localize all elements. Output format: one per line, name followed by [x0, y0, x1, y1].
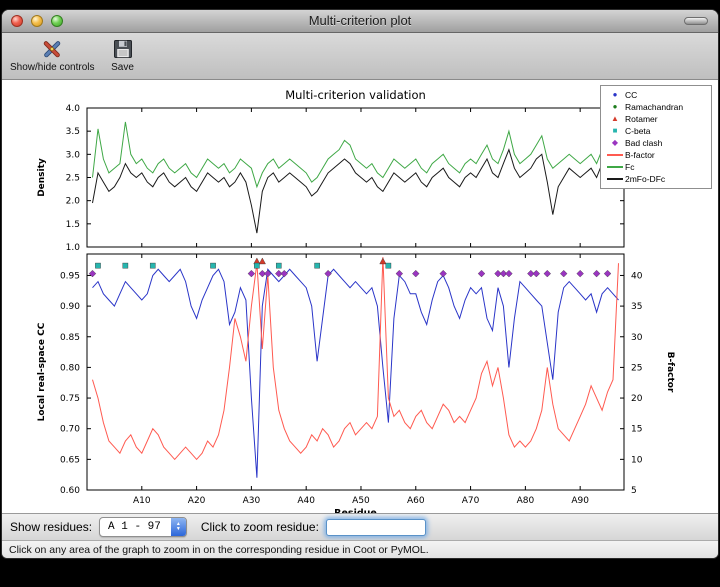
svg-text:0.60: 0.60 [60, 486, 80, 496]
legend-label: CC [625, 89, 637, 101]
svg-text:Density: Density [37, 158, 47, 197]
svg-text:4.0: 4.0 [66, 104, 81, 114]
save-button[interactable]: Save [111, 36, 135, 73]
svg-text:40: 40 [631, 271, 643, 281]
combo-stepper-icon: ▲▼ [171, 518, 186, 536]
svg-text:2.0: 2.0 [66, 197, 81, 207]
svg-text:1.0: 1.0 [66, 243, 81, 253]
svg-text:A50: A50 [352, 496, 370, 506]
svg-text:0.75: 0.75 [60, 394, 80, 404]
legend-label: Bad clash [625, 137, 662, 149]
svg-text:A70: A70 [462, 496, 480, 506]
svg-text:A30: A30 [243, 496, 261, 506]
residue-range-select[interactable]: A 1 - 97 ▲▼ [99, 517, 187, 537]
legend-entry: ●Ramachandran [605, 101, 705, 113]
svg-text:Multi-criterion validation: Multi-criterion validation [285, 88, 426, 102]
app-window: Multi-criterion plot Show/hide controls [1, 9, 719, 559]
status-bar: Click on any area of the graph to zoom i… [2, 540, 718, 558]
svg-text:25: 25 [631, 363, 642, 373]
legend-entry: B-factor [605, 149, 705, 161]
svg-text:0.85: 0.85 [60, 333, 80, 343]
tools-icon [39, 36, 65, 62]
legend-line-glyph [605, 149, 625, 161]
svg-text:0.80: 0.80 [60, 363, 80, 373]
show-hide-controls-button[interactable]: Show/hide controls [10, 36, 95, 73]
controls-bar: Show residues: A 1 - 97 ▲▼ Click to zoom… [2, 513, 718, 540]
legend-entry: Fc [605, 161, 705, 173]
plot-canvas[interactable]: Multi-criterion validation 1.0 1.5 2.0 2.5 3.… [2, 80, 718, 513]
legend-entry: ◆Bad clash [605, 137, 705, 149]
close-button[interactable] [11, 15, 23, 27]
zoom-residue-input[interactable] [326, 519, 426, 536]
legend-line-glyph [605, 161, 625, 173]
legend-square-glyph: ■ [605, 125, 625, 137]
svg-text:0.90: 0.90 [60, 302, 80, 312]
legend-triangle-glyph: ▲ [605, 113, 625, 125]
svg-text:A80: A80 [517, 496, 535, 506]
svg-text:30: 30 [631, 333, 643, 343]
svg-text:3.5: 3.5 [66, 127, 80, 137]
legend-label: Rotamer [625, 113, 658, 125]
svg-text:A60: A60 [407, 496, 425, 506]
svg-text:A20: A20 [188, 496, 206, 506]
residue-range-value: A 1 - 97 [100, 518, 171, 536]
zoom-window-button[interactable] [51, 15, 63, 27]
svg-text:0.70: 0.70 [60, 425, 80, 435]
svg-text:35: 35 [631, 302, 642, 312]
zoom-residue-label: Click to zoom residue: [201, 520, 319, 534]
svg-text:20: 20 [631, 394, 643, 404]
status-text: Click on any area of the graph to zoom i… [9, 544, 429, 556]
legend-entry: ■C-beta [605, 125, 705, 137]
legend-label: C-beta [625, 125, 651, 137]
show-residues-label: Show residues: [10, 520, 92, 534]
legend-circle-glyph: ● [605, 101, 625, 113]
window-controls [11, 15, 63, 27]
legend-label: 2mFo-DFc [625, 173, 665, 185]
legend-label: Fc [625, 161, 634, 173]
svg-text:A10: A10 [133, 496, 151, 506]
toolbar: Show/hide controls Save [2, 33, 718, 80]
svg-text:A40: A40 [297, 496, 315, 506]
svg-text:10: 10 [631, 455, 643, 465]
svg-text:0.95: 0.95 [60, 271, 80, 281]
svg-text:5: 5 [631, 486, 637, 496]
legend-entry: ▲Rotamer [605, 113, 705, 125]
svg-text:0.65: 0.65 [60, 455, 80, 465]
window-title: Multi-criterion plot [2, 10, 718, 32]
svg-text:2.5: 2.5 [66, 174, 80, 184]
svg-text:A90: A90 [571, 496, 589, 506]
save-icon [111, 36, 135, 62]
legend-diamond-glyph: ◆ [605, 137, 625, 149]
svg-text:Residue: Residue [334, 508, 377, 513]
minimize-button[interactable] [31, 15, 43, 27]
legend-label: B-factor [625, 149, 655, 161]
toolbar-button-label: Show/hide controls [10, 62, 95, 73]
svg-text:B-factor: B-factor [665, 352, 675, 393]
legend-label: Ramachandran [625, 101, 683, 113]
legend-circle-glyph: ● [605, 89, 625, 101]
legend-line-glyph [605, 173, 625, 185]
title-bar: Multi-criterion plot [2, 10, 718, 33]
legend-entry: 2mFo-DFc [605, 173, 705, 185]
plot-legend: ●CC●Ramachandran▲Rotamer■C-beta◆Bad clas… [600, 85, 712, 189]
svg-text:Local real-space CC: Local real-space CC [37, 322, 47, 421]
toolbar-toggle-button[interactable] [684, 17, 708, 25]
svg-text:1.5: 1.5 [66, 220, 80, 230]
toolbar-button-label: Save [111, 62, 134, 73]
svg-text:3.0: 3.0 [66, 150, 81, 160]
legend-entry: ●CC [605, 89, 705, 101]
svg-text:15: 15 [631, 425, 642, 435]
